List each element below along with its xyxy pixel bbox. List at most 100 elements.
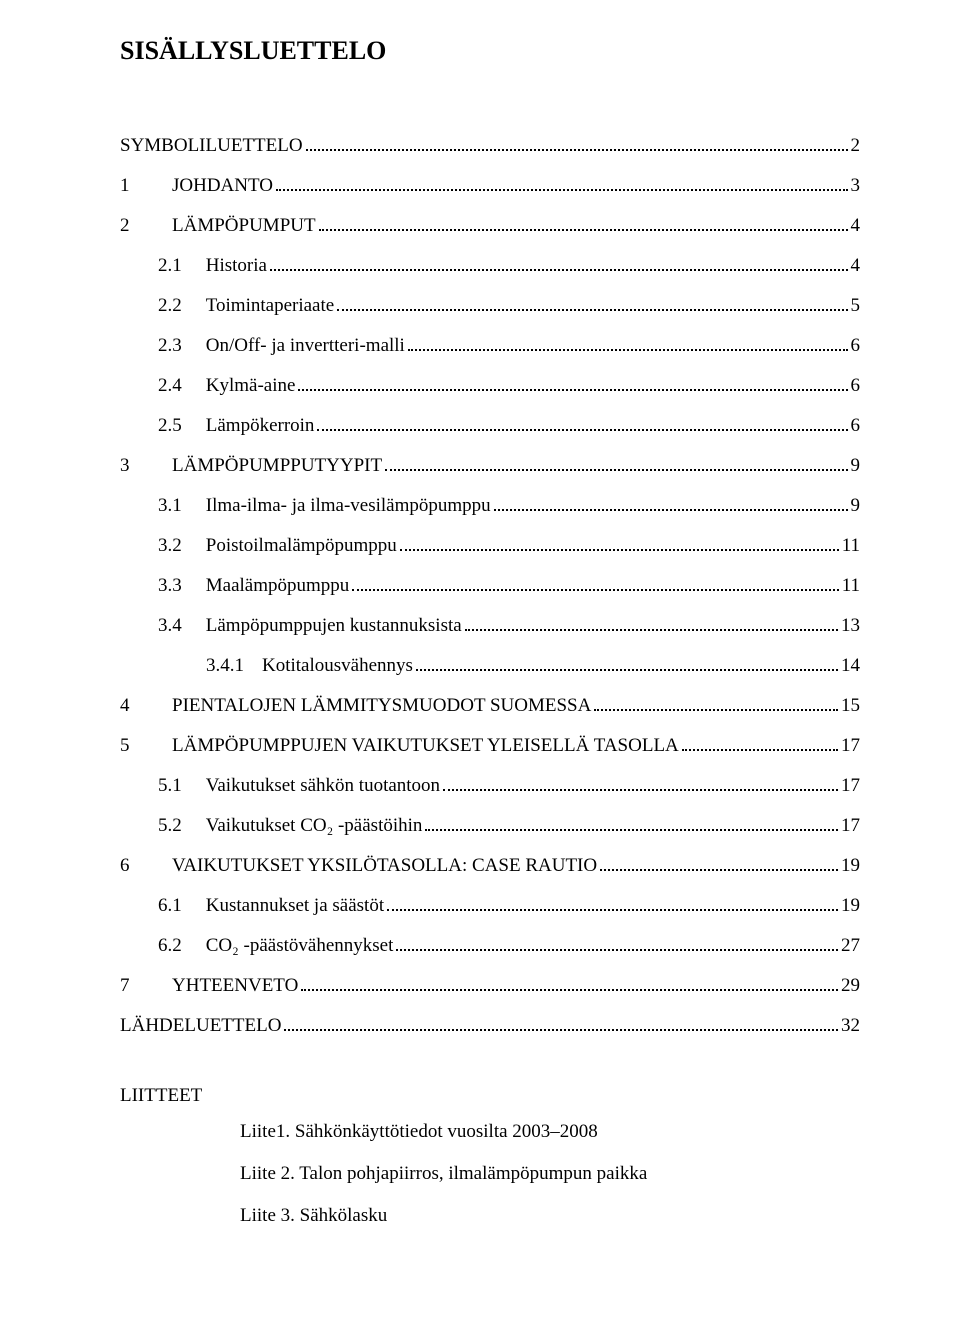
toc-leader-dots — [352, 589, 838, 591]
toc-page-number: 17 — [841, 776, 860, 795]
toc-leader-dots — [594, 709, 838, 711]
toc-leader-dots — [317, 429, 847, 431]
toc-leader-dots — [306, 149, 848, 151]
toc-entry: 2.1Historia 4 — [120, 256, 860, 275]
page: SISÄLLYSLUETTELO SYMBOLILUETTELO 2 1JOHDAN… — [0, 0, 960, 1283]
toc-leader-dots — [270, 269, 848, 271]
toc-page-number: 15 — [841, 696, 860, 715]
toc-entry-label: 2.3On/Off- ja invertteri-malli — [158, 336, 405, 355]
toc-page-number: 19 — [841, 856, 860, 875]
toc-title: SISÄLLYSLUETTELO — [120, 36, 860, 66]
toc-entry-label: SYMBOLILUETTELO — [120, 136, 303, 155]
toc-entry-label: 5LÄMPÖPUMPPUJEN VAIKUTUKSET YLEISELLÄ TA… — [120, 736, 679, 755]
appendix-item: Liite 3. Sähkölasku — [120, 1205, 860, 1227]
toc-entry-label: LÄHDELUETTELO — [120, 1016, 281, 1035]
toc-leader-dots — [276, 189, 848, 191]
toc-leader-dots — [682, 749, 838, 751]
toc-entry: 1JOHDANTO 3 — [120, 176, 860, 195]
toc-page-number: 4 — [851, 256, 861, 275]
toc-entry-label: 3.4Lämpöpumppujen kustannuksista — [158, 616, 462, 635]
toc-entry: 2.3On/Off- ja invertteri-malli 6 — [120, 336, 860, 355]
toc-entry-label: 2.1Historia — [158, 256, 267, 275]
toc-entry-label: 3.1Ilma-ilma- ja ilma-vesilämpöpumppu — [158, 496, 491, 515]
toc-entry-label: 2.4Kylmä-aine — [158, 376, 295, 395]
toc-leader-dots — [396, 949, 838, 951]
toc-entry-label: 2.2Toimintaperiaate — [158, 296, 334, 315]
toc-leader-dots — [600, 869, 838, 871]
toc-entry: 3LÄMPÖPUMPPUTYYPIT 9 — [120, 456, 860, 475]
toc-entry-label: 4PIENTALOJEN LÄMMITYSMUODOT SUOMESSA — [120, 696, 591, 715]
toc-page-number: 6 — [851, 416, 861, 435]
toc-entry-label: 5.2Vaikutukset CO₂ -päästöihin — [158, 816, 422, 835]
toc-entry-label: 6.1Kustannukset ja säästöt — [158, 896, 384, 915]
toc-page-number: 14 — [841, 656, 860, 675]
toc-entry: 5LÄMPÖPUMPPUJEN VAIKUTUKSET YLEISELLÄ TA… — [120, 736, 860, 755]
toc-entry-label: 6VAIKUTUKSET YKSILÖTASOLLA: CASE RAUTIO — [120, 856, 597, 875]
toc-leader-dots — [301, 989, 838, 991]
toc-page-number: 13 — [841, 616, 860, 635]
toc-entry: 2.2Toimintaperiaate 5 — [120, 296, 860, 315]
toc-entry-label: 3.3Maalämpöpumppu — [158, 576, 349, 595]
toc-entry: 6.2CO₂ -päästövähennykset 27 — [120, 936, 860, 955]
toc-entry: 3.1Ilma-ilma- ja ilma-vesilämpöpumppu 9 — [120, 496, 860, 515]
toc-entry-label: 3LÄMPÖPUMPPUTYYPIT — [120, 456, 382, 475]
toc-entry: 4PIENTALOJEN LÄMMITYSMUODOT SUOMESSA 15 — [120, 696, 860, 715]
toc-entry: 5.2Vaikutukset CO₂ -päästöihin 17 — [120, 816, 860, 835]
toc-leader-dots — [408, 349, 848, 351]
appendix-item: Liite1. Sähkönkäyttötiedot vuosilta 2003… — [120, 1121, 860, 1143]
toc-page-number: 11 — [842, 576, 860, 595]
toc-leader-dots — [400, 549, 839, 551]
toc-entry: 3.4Lämpöpumppujen kustannuksista 13 — [120, 616, 860, 635]
toc-page-number: 9 — [851, 456, 861, 475]
toc-page-number: 17 — [841, 736, 860, 755]
toc-page-number: 11 — [842, 536, 860, 555]
toc-page-number: 27 — [841, 936, 860, 955]
toc-leader-dots — [284, 1029, 838, 1031]
toc-list: SYMBOLILUETTELO21JOHDANTO32LÄMPÖPUMPUT42… — [120, 136, 860, 1035]
toc-entry: 6.1Kustannukset ja säästöt 19 — [120, 896, 860, 915]
toc-entry: 2LÄMPÖPUMPUT 4 — [120, 216, 860, 235]
toc-entry: 3.2Poistoilmalämpöpumppu 11 — [120, 536, 860, 555]
toc-leader-dots — [443, 789, 838, 791]
toc-entry: 3.3Maalämpöpumppu 11 — [120, 576, 860, 595]
toc-page-number: 29 — [841, 976, 860, 995]
toc-leader-dots — [425, 829, 838, 831]
toc-leader-dots — [387, 909, 838, 911]
appendix-heading: LIITTEET — [120, 1085, 860, 1107]
toc-entry: LÄHDELUETTELO 32 — [120, 1016, 860, 1035]
toc-page-number: 4 — [851, 216, 861, 235]
toc-entry-label: 3.4.1Kotitalousvähennys — [206, 656, 413, 675]
appendix-list: Liite1. Sähkönkäyttötiedot vuosilta 2003… — [120, 1121, 860, 1227]
toc-page-number: 17 — [841, 816, 860, 835]
toc-entry: 6VAIKUTUKSET YKSILÖTASOLLA: CASE RAUTIO 1… — [120, 856, 860, 875]
toc-page-number: 6 — [851, 376, 861, 395]
toc-entry-label: 3.2Poistoilmalämpöpumppu — [158, 536, 397, 555]
toc-page-number: 2 — [851, 136, 861, 155]
toc-entry-label: 2LÄMPÖPUMPUT — [120, 216, 316, 235]
toc-leader-dots — [416, 669, 838, 671]
toc-entry-label: 7YHTEENVETO — [120, 976, 298, 995]
toc-entry-label: 2.5Lämpökerroin — [158, 416, 314, 435]
toc-entry: 3.4.1Kotitalousvähennys 14 — [120, 656, 860, 675]
toc-page-number: 32 — [841, 1016, 860, 1035]
toc-entry: 2.4Kylmä-aine 6 — [120, 376, 860, 395]
toc-leader-dots — [465, 629, 838, 631]
toc-entry-label: 6.2CO₂ -päästövähennykset — [158, 936, 393, 955]
toc-page-number: 3 — [851, 176, 861, 195]
toc-entry-label: 1JOHDANTO — [120, 176, 273, 195]
toc-leader-dots — [337, 309, 847, 311]
toc-page-number: 9 — [851, 496, 861, 515]
toc-leader-dots — [319, 229, 848, 231]
toc-page-number: 6 — [851, 336, 861, 355]
toc-leader-dots — [494, 509, 848, 511]
toc-entry: 5.1Vaikutukset sähkön tuotantoon 17 — [120, 776, 860, 795]
appendix-item: Liite 2. Talon pohjapiirros, ilmalämpöpu… — [120, 1163, 860, 1185]
toc-page-number: 19 — [841, 896, 860, 915]
toc-entry: 7YHTEENVETO 29 — [120, 976, 860, 995]
toc-leader-dots — [298, 389, 847, 391]
toc-entry: 2.5Lämpökerroin 6 — [120, 416, 860, 435]
toc-leader-dots — [385, 469, 847, 471]
toc-entry-label: 5.1Vaikutukset sähkön tuotantoon — [158, 776, 440, 795]
toc-entry: SYMBOLILUETTELO 2 — [120, 136, 860, 155]
toc-page-number: 5 — [851, 296, 861, 315]
